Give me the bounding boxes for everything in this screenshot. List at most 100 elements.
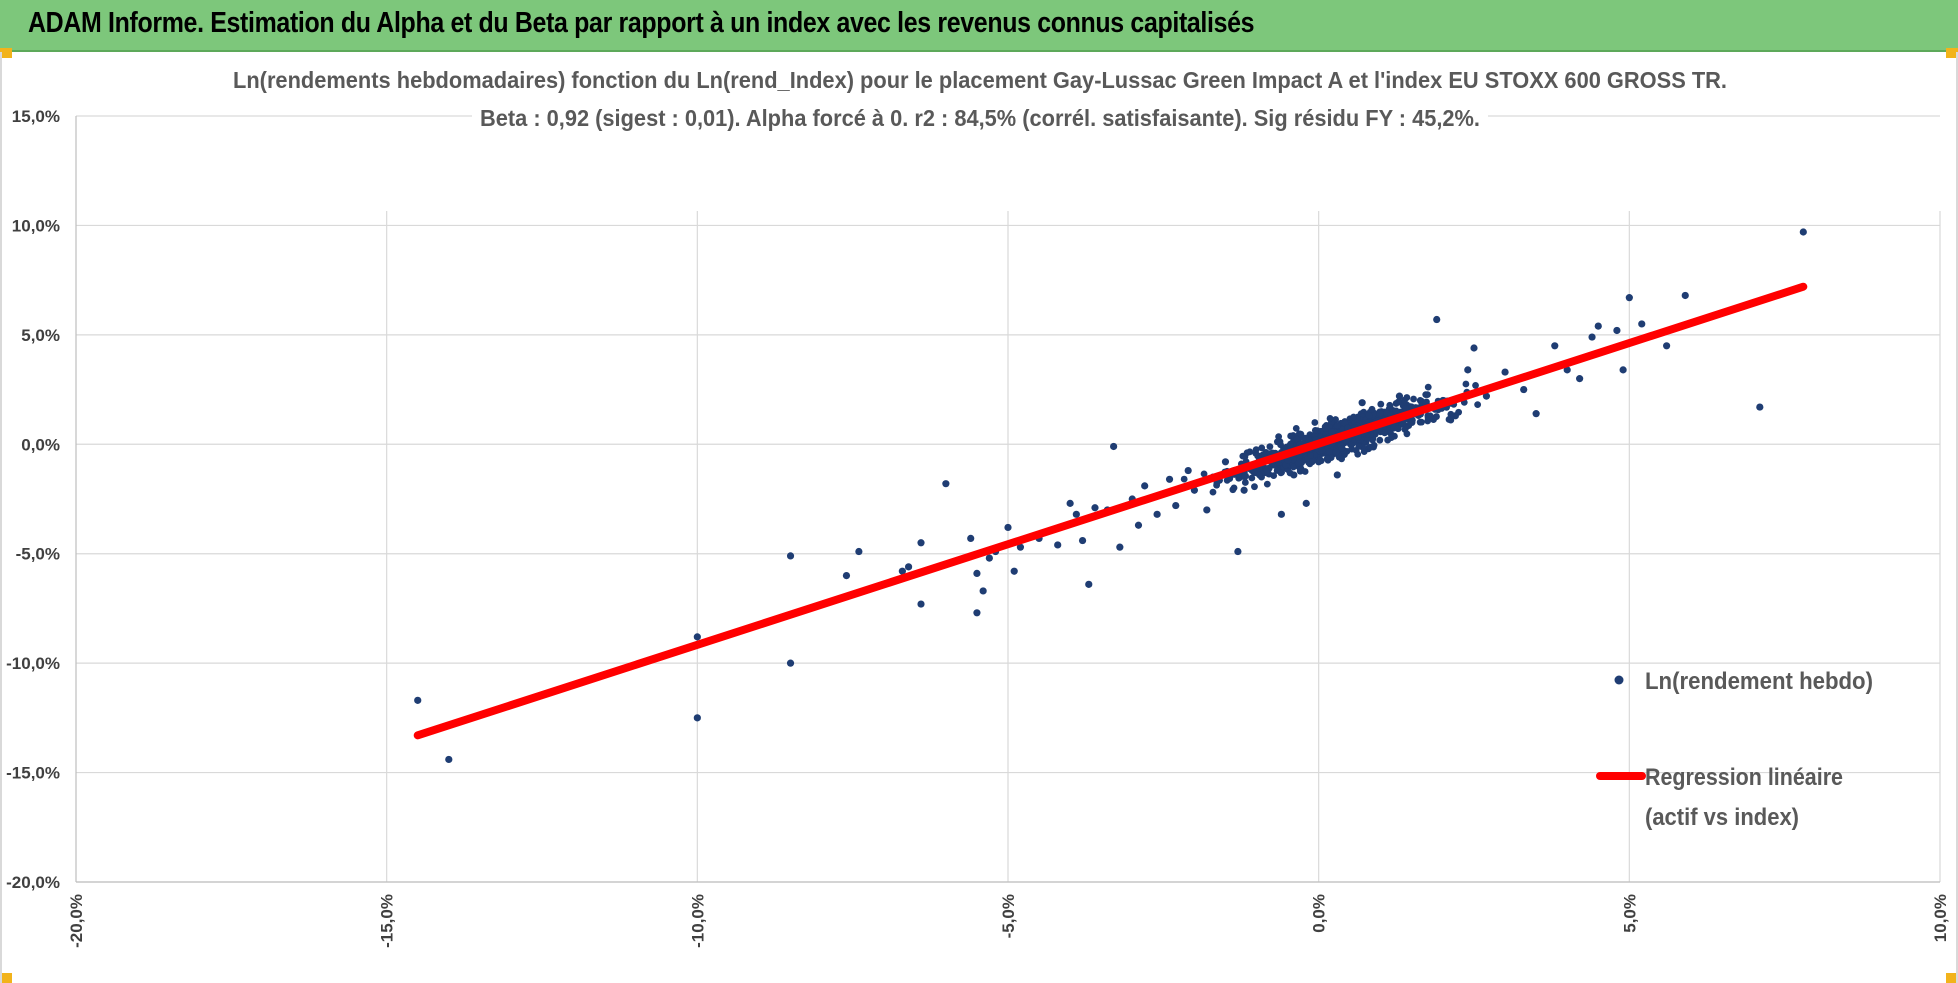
data-point xyxy=(1332,448,1340,456)
x-tick-label: -10,0% xyxy=(688,894,707,948)
data-point xyxy=(1392,407,1400,415)
data-point xyxy=(973,569,981,578)
data-point xyxy=(1386,401,1394,409)
x-tick-label: 0,0% xyxy=(1310,894,1329,933)
data-point xyxy=(1447,416,1455,424)
data-point xyxy=(1376,436,1384,444)
data-point xyxy=(414,696,422,704)
data-point xyxy=(973,609,981,617)
data-point xyxy=(1551,342,1559,350)
data-point xyxy=(1085,580,1093,588)
corner-marker-bottom-right xyxy=(1946,973,1958,983)
x-tick-label: -15,0% xyxy=(378,894,397,948)
data-point xyxy=(1474,401,1482,409)
y-tick-label: -20,0% xyxy=(6,873,60,892)
data-point xyxy=(1424,417,1432,425)
data-point xyxy=(1078,536,1087,545)
data-point xyxy=(1318,446,1326,454)
y-tick-label: -15,0% xyxy=(6,764,60,783)
data-point xyxy=(1433,315,1441,324)
data-point xyxy=(1286,469,1294,477)
data-point xyxy=(1284,456,1292,464)
data-point xyxy=(1424,383,1432,391)
data-point xyxy=(1289,456,1297,464)
data-point xyxy=(1799,228,1807,236)
data-point xyxy=(693,633,701,641)
data-point xyxy=(1294,459,1302,467)
data-point xyxy=(1302,499,1310,507)
legend-scatter-label: Ln(rendement hebdo) xyxy=(1645,668,1873,695)
data-point xyxy=(1054,541,1062,549)
corner-marker-top-right xyxy=(1946,48,1958,58)
report-title: ADAM Informe. Estimation du Alpha et du … xyxy=(28,7,1255,39)
data-point xyxy=(1333,422,1341,429)
data-point xyxy=(1016,543,1025,551)
data-point xyxy=(1273,438,1281,446)
data-point xyxy=(855,547,863,556)
data-point xyxy=(1277,510,1285,518)
axes: 15,0% 10,0% 5,0% 0,0% -5,0% -10,0% -15,0% -20,0… xyxy=(6,107,1950,948)
data-point xyxy=(1252,446,1260,454)
data-point xyxy=(967,534,975,542)
data-point xyxy=(1184,466,1192,475)
data-point xyxy=(1141,482,1149,490)
data-point xyxy=(1258,444,1266,452)
data-point xyxy=(1266,443,1274,451)
data-point xyxy=(842,572,851,580)
data-point xyxy=(942,480,950,488)
gridlines xyxy=(76,115,1941,883)
x-tick-label: -20,0% xyxy=(67,894,86,948)
data-point xyxy=(1472,382,1479,389)
data-point xyxy=(1248,474,1256,482)
data-point xyxy=(1301,468,1309,475)
data-point xyxy=(1501,368,1509,376)
data-point xyxy=(1394,425,1402,433)
regression-line xyxy=(413,282,1808,740)
corner-marker-top-left xyxy=(0,48,12,58)
data-point xyxy=(1287,440,1294,448)
data-point xyxy=(1588,333,1596,341)
data-point xyxy=(1338,445,1346,452)
data-point xyxy=(1307,452,1314,459)
data-point xyxy=(1240,486,1248,494)
data-point xyxy=(1756,403,1764,411)
data-point xyxy=(1326,415,1334,422)
data-point xyxy=(1381,429,1389,437)
data-point xyxy=(1613,326,1621,335)
data-point xyxy=(1470,344,1478,352)
data-point xyxy=(1520,385,1528,394)
data-point xyxy=(1110,442,1118,451)
data-point xyxy=(1395,392,1404,400)
data-point xyxy=(1200,470,1208,478)
data-point xyxy=(1418,418,1425,426)
data-point xyxy=(693,714,701,722)
data-point xyxy=(1263,468,1271,475)
chart-title-block: Ln(rendements hebdomadaires) fonction du… xyxy=(227,62,1733,134)
data-point xyxy=(1638,320,1646,328)
data-point xyxy=(1290,463,1297,471)
data-point xyxy=(1234,547,1242,556)
data-point xyxy=(1619,366,1627,374)
data-point xyxy=(1424,391,1431,399)
data-point xyxy=(1243,449,1251,457)
data-point xyxy=(1270,472,1278,479)
data-point xyxy=(1277,469,1285,477)
data-point xyxy=(1370,441,1378,449)
data-point xyxy=(1394,398,1402,406)
data-point xyxy=(1350,413,1358,421)
data-point xyxy=(1203,506,1211,514)
data-point xyxy=(1241,473,1249,481)
data-point xyxy=(1256,471,1263,479)
data-point xyxy=(1464,366,1472,374)
y-tick-label: 15,0% xyxy=(12,107,60,126)
data-point xyxy=(1180,475,1188,483)
data-point xyxy=(1325,448,1333,456)
data-point xyxy=(917,539,925,547)
data-point xyxy=(1369,436,1376,444)
data-point xyxy=(1376,409,1384,417)
data-point xyxy=(1333,471,1341,479)
data-point xyxy=(1563,366,1571,374)
data-point xyxy=(1311,426,1319,434)
data-point xyxy=(917,600,925,608)
data-point xyxy=(1241,479,1249,486)
